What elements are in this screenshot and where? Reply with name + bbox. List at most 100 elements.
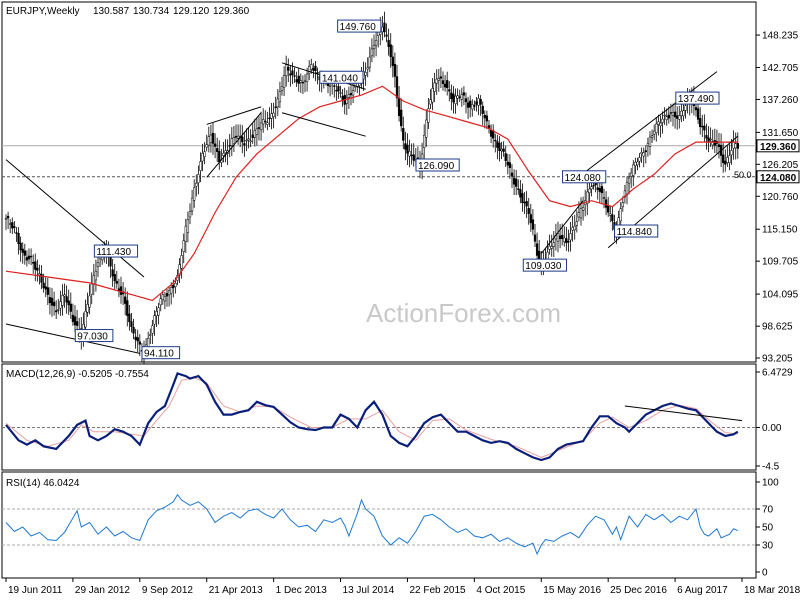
price-candle-body: [55, 310, 58, 313]
price-candle-body: [395, 76, 399, 99]
price-candle-body: [646, 143, 650, 147]
annotation-label-2: 126.090: [418, 161, 455, 172]
price-candle-body: [67, 300, 70, 306]
price-candle-body: [270, 113, 273, 119]
watermark: ActionForex.com: [366, 298, 561, 328]
price-candle-body: [366, 67, 369, 70]
rsi-ytick-label: 100: [762, 478, 779, 489]
price-candle-body: [579, 207, 583, 219]
ohlc-low: 129.120: [173, 6, 210, 17]
price-candle-body: [213, 143, 217, 147]
price-y-axis: 148.235 142.705 137.260 131.650 126.205 120.7…: [756, 31, 799, 365]
price-ytick-label: 131.650: [762, 128, 799, 139]
price-candle-body: [167, 290, 171, 296]
price-candle-body: [59, 301, 62, 309]
price-candle-body: [412, 154, 415, 161]
price-candle-body: [337, 86, 340, 92]
price-candle-body: [642, 152, 645, 157]
price-candle-body: [4, 218, 8, 220]
price-candle-body: [724, 160, 727, 165]
price-candle-body: [577, 212, 581, 218]
price-candle-body: [128, 313, 131, 323]
price-candle-body: [180, 255, 183, 269]
price-candle-body: [230, 138, 233, 146]
annotation-label-8: 97.030: [77, 332, 108, 343]
price-candle-body: [314, 65, 317, 72]
price-candle-body: [255, 128, 259, 135]
price-candle-body: [669, 112, 673, 114]
price-candle-body: [573, 225, 576, 231]
price-candle-body: [46, 287, 49, 295]
price-candle-body: [678, 115, 681, 120]
price-candle-body: [6, 215, 10, 219]
price-candle-body: [381, 26, 384, 33]
price-candle-body: [174, 282, 177, 288]
price-candle-body: [372, 44, 376, 49]
price-ytick-label: 126.205: [762, 160, 799, 171]
price-candle-body: [533, 234, 537, 242]
price-candle-body: [500, 148, 503, 152]
price-candle-body: [23, 250, 26, 256]
macd-ytick-label: 0.00: [762, 423, 782, 434]
price-candle-body: [293, 75, 296, 77]
price-candle-body: [623, 190, 627, 198]
price-candle-body: [496, 141, 499, 148]
price-candle-body: [661, 118, 664, 123]
price-candle-body: [508, 162, 512, 168]
price-candle-body: [40, 273, 43, 283]
macd-panel: MACD(12,26,9) -0.5205 -0.7554 6.4729 0.00…: [1, 363, 793, 473]
price-candle-body: [489, 129, 493, 137]
x-axis: 19 Jun 2011 29 Jan 2012 9 Sep 2012 21 Apr 2…: [5, 578, 800, 596]
price-candle-body: [243, 143, 246, 146]
price-candle-body: [113, 274, 116, 282]
price-candle-body: [38, 273, 41, 276]
price-candle-body: [349, 93, 353, 96]
price-candle-body: [552, 242, 555, 247]
annotation-box-2: [415, 158, 460, 172]
price-candle-body: [400, 109, 403, 127]
price-candle-body: [13, 226, 16, 228]
price-candle-body: [90, 283, 93, 295]
price-ytick-label: 104.095: [762, 290, 799, 301]
price-candle-body: [504, 153, 507, 161]
price-annotations: 149.760 141.040 126.090 137.490 124.080 114.8…: [74, 19, 720, 360]
price-candle-body: [650, 135, 654, 138]
price-candle-body: [247, 138, 250, 141]
price-candle-body: [600, 186, 604, 194]
price-candle-body: [272, 112, 275, 117]
price-candle-body: [157, 307, 160, 316]
price-candle-body: [604, 199, 608, 208]
price-candle-body: [297, 75, 300, 84]
price-candle-body: [257, 127, 261, 129]
price-candle-body: [397, 97, 401, 116]
price-candle-body: [291, 70, 294, 75]
price-candle-body: [65, 296, 68, 303]
price-candle-body: [228, 145, 231, 147]
annotation-label-0: 149.760: [340, 22, 377, 33]
price-candle-body: [308, 65, 311, 74]
price-candle-body: [684, 105, 687, 111]
last-price-tag: 129.360: [760, 142, 797, 153]
price-candle-body: [602, 197, 606, 199]
price-candle-body: [155, 311, 158, 317]
price-candle-body: [305, 73, 309, 83]
macd-signal-path: [5, 377, 738, 458]
level-tag-box: [756, 170, 800, 184]
price-candle-body: [71, 314, 75, 322]
price-candle-body: [443, 83, 447, 88]
price-candle-body: [640, 152, 643, 155]
price-ytick-label: 93.205: [762, 354, 793, 365]
price-candle-body: [408, 151, 411, 157]
price-candle-body: [21, 248, 24, 253]
macd-trendline-line: [624, 405, 743, 422]
price-candle-body: [207, 136, 210, 146]
macd-ytick-label: -4.5: [762, 462, 780, 473]
price-candle-body: [431, 88, 434, 103]
x-tick-label: 6 Aug 2017: [677, 585, 728, 596]
price-candle-body: [609, 213, 612, 216]
price-candle-body: [333, 85, 336, 87]
annotation-box-4: [562, 170, 607, 184]
price-candle-body: [193, 187, 196, 201]
price-candle-body: [531, 219, 535, 230]
price-candle-body: [130, 321, 133, 328]
